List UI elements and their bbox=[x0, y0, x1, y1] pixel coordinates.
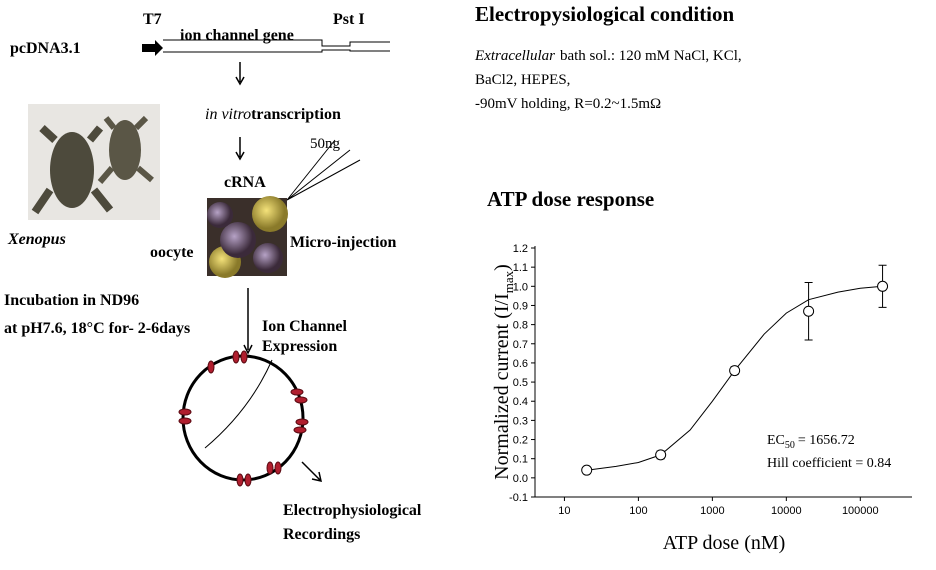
label: Incubation in ND96 bbox=[4, 292, 139, 309]
chart-title: ATP dose response bbox=[487, 187, 654, 211]
label: cRNA bbox=[224, 174, 266, 191]
cell bbox=[178, 350, 322, 487]
annotation: 50 bbox=[785, 440, 795, 451]
construct bbox=[163, 39, 390, 53]
y-tick-label: 0.4 bbox=[513, 396, 528, 408]
needle bbox=[286, 139, 361, 201]
y-tick-label: 0.5 bbox=[513, 377, 528, 389]
label: Micro-injection bbox=[290, 234, 396, 251]
text: -90mV holding, R=0.2~1.5mΩ bbox=[475, 96, 661, 112]
label: 50ng bbox=[310, 136, 341, 152]
data-point bbox=[581, 464, 593, 476]
label: ion channel gene bbox=[180, 27, 294, 44]
label: Expression bbox=[262, 338, 337, 355]
x-tick-label: 10 bbox=[558, 505, 570, 517]
data-point bbox=[729, 365, 741, 377]
label: Recordings bbox=[283, 526, 360, 543]
text: bath sol.: 120 mM NaCl, KCl, bbox=[560, 48, 742, 64]
text: Extracellular bath sol.: 120 mM NaCl, KCl… bbox=[474, 48, 742, 64]
label: Pst I bbox=[333, 11, 365, 28]
y-tick-label: 0.3 bbox=[513, 415, 528, 427]
x-axis-label: ATP dose (nM) bbox=[663, 532, 786, 554]
y-axis-label: max bbox=[501, 270, 516, 293]
label: Ion Channel bbox=[262, 318, 347, 335]
data-point bbox=[655, 449, 667, 461]
y-tick-label: 1.1 bbox=[513, 262, 528, 274]
text: Extracellular bbox=[474, 48, 555, 64]
arrow bbox=[235, 62, 245, 86]
y-tick-label: 0.1 bbox=[513, 454, 528, 466]
y-axis-label: Normalized current (I/Imax) bbox=[491, 264, 516, 480]
y-tick-label: 1.2 bbox=[513, 243, 528, 255]
x-tick-label: 100000 bbox=[842, 505, 879, 517]
y-tick-label: 1.0 bbox=[513, 281, 528, 293]
y-tick-label: -0.1 bbox=[509, 492, 528, 504]
y-tick-label: 0.0 bbox=[513, 473, 528, 485]
text: BaCl2, HEPES, bbox=[475, 72, 570, 88]
oocyte-photo bbox=[207, 196, 288, 278]
frog-photo bbox=[28, 104, 160, 220]
label: T7 bbox=[143, 11, 162, 28]
annotation: EC50 = 1656.72 bbox=[767, 433, 855, 451]
label: Xenopus bbox=[7, 231, 66, 248]
y-tick-label: 0.2 bbox=[513, 435, 528, 447]
label: in vitro bbox=[205, 106, 251, 123]
y-tick-label: 0.6 bbox=[513, 358, 528, 370]
label: oocyte bbox=[150, 244, 194, 261]
y-tick-label: 0.8 bbox=[513, 320, 528, 332]
label: Electrophysiological bbox=[283, 502, 422, 519]
label: transcription bbox=[251, 106, 341, 123]
arrow bbox=[243, 288, 253, 355]
x-tick-label: 10000 bbox=[771, 505, 802, 517]
annotation: Hill coefficient = 0.84 bbox=[767, 456, 891, 471]
label: in vitrotranscription bbox=[205, 106, 341, 123]
y-axis-label: Normalized current (I/I bbox=[491, 293, 513, 480]
y-axis-label: ) bbox=[491, 264, 513, 271]
x-tick-label: 1000 bbox=[700, 505, 724, 517]
annotation: EC bbox=[767, 433, 785, 448]
data-point bbox=[877, 280, 889, 292]
promoter-arrow bbox=[142, 40, 163, 56]
annotation: = 1656.72 bbox=[798, 433, 855, 448]
label: at pH7.6, 18°C for- 2-6days bbox=[4, 320, 190, 337]
arrow bbox=[235, 137, 245, 161]
y-tick-label: 0.9 bbox=[513, 300, 528, 312]
data-point bbox=[803, 305, 815, 317]
label: pcDNA3.1 bbox=[10, 40, 81, 57]
heading: Electropysiological condition bbox=[475, 2, 735, 26]
x-tick-label: 100 bbox=[629, 505, 647, 517]
y-tick-label: 0.7 bbox=[513, 339, 528, 351]
